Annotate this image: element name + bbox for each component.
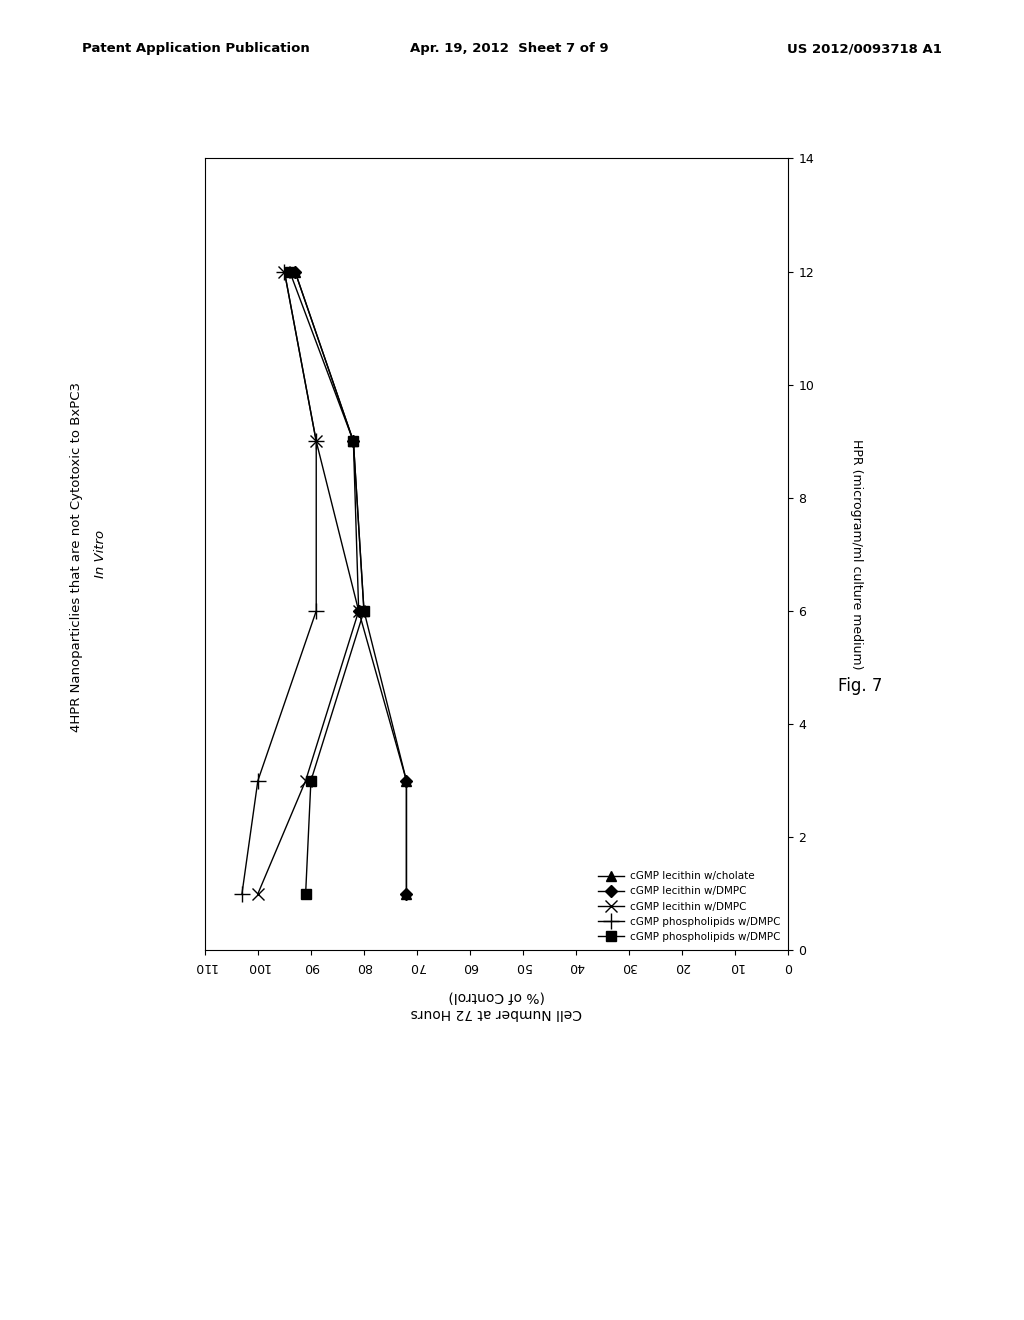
Text: 4HPR Nanoparticlies that are not Cytotoxic to BxPC3: 4HPR Nanoparticlies that are not Cytotox… <box>71 378 83 731</box>
Text: Patent Application Publication: Patent Application Publication <box>82 42 309 55</box>
Text: US 2012/0093718 A1: US 2012/0093718 A1 <box>787 42 942 55</box>
Legend: cGMP lecithin w/cholate, cGMP lecithin w/DMPC, cGMP lecithin w/DMPC, cGMP phosph: cGMP lecithin w/cholate, cGMP lecithin w… <box>595 869 783 945</box>
Text: Apr. 19, 2012  Sheet 7 of 9: Apr. 19, 2012 Sheet 7 of 9 <box>410 42 608 55</box>
Y-axis label: HPR (microgram/ml culture medium): HPR (microgram/ml culture medium) <box>850 440 862 669</box>
Text: In Vitro: In Vitro <box>94 531 106 578</box>
Text: Fig. 7: Fig. 7 <box>838 677 883 696</box>
X-axis label: Cell Number at 72 Hours
(% of Control): Cell Number at 72 Hours (% of Control) <box>411 990 583 1020</box>
